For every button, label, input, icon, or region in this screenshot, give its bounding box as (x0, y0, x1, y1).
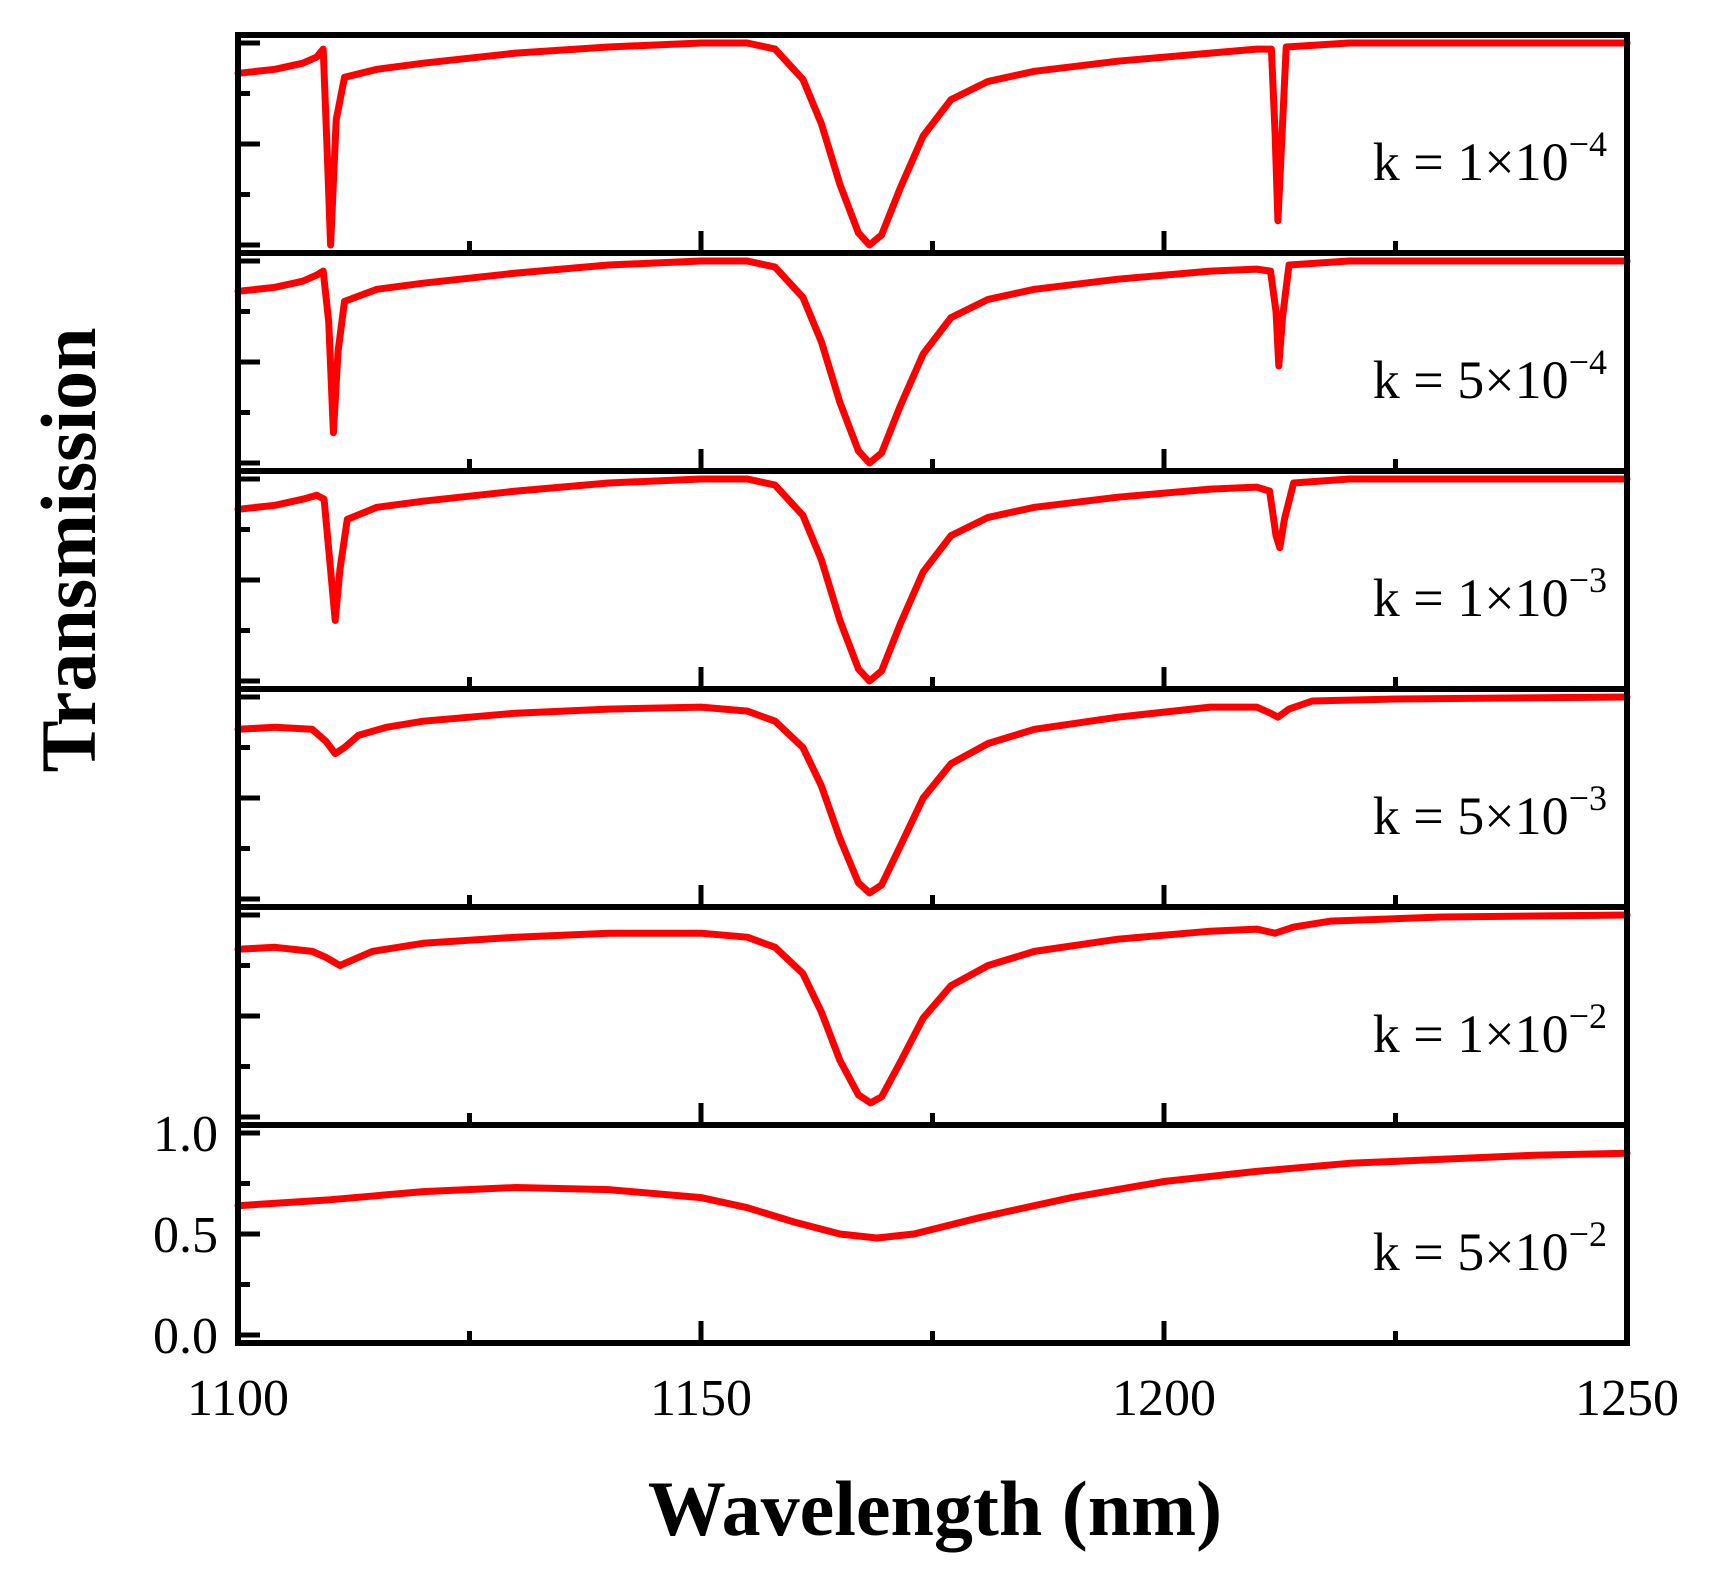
panels-layer: k = 1×10−4k = 5×10−4k = 1×10−3k = 5×10−3… (234, 39, 1631, 1343)
panel-label-3: k = 1×10−3 (1373, 560, 1607, 628)
panel-5: k = 1×10−2 (234, 911, 1631, 1128)
plot-frame (235, 32, 1630, 1346)
y-tick-label-2: 1.0 (153, 1106, 218, 1163)
x-tick-label-1100: 1100 (187, 1370, 289, 1427)
panel-label-6: k = 5×10−2 (1373, 1214, 1607, 1282)
panel-label-base: k = 1×10 (1373, 568, 1569, 628)
series-line-4 (234, 693, 1631, 897)
series-line-3 (234, 475, 1631, 685)
panel-1: k = 1×10−4 (234, 39, 1631, 256)
y-tick-label-1: 0.5 (153, 1207, 218, 1264)
panel-label-exponent: −4 (1569, 124, 1607, 164)
panel-label-1: k = 1×10−4 (1373, 124, 1607, 192)
axis-layer: 1100 1150 1200 1250 0.0 0.5 1.0 (153, 32, 1679, 1427)
panel-4: k = 5×10−3 (234, 693, 1631, 910)
panel-label-exponent: −3 (1569, 778, 1607, 818)
panel-label-exponent: −2 (1569, 996, 1607, 1036)
panel-3: k = 1×10−3 (234, 475, 1631, 692)
x-axis-title: Wavelength (nm) (648, 1465, 1222, 1552)
x-tick-label-1150: 1150 (650, 1370, 752, 1427)
panel-label-4: k = 5×10−3 (1373, 778, 1607, 846)
x-tick-label-1200: 1200 (1112, 1370, 1216, 1427)
panel-label-base: k = 5×10 (1373, 1222, 1569, 1282)
x-tick-label-1250: 1250 (1575, 1370, 1679, 1427)
panel-label-2: k = 5×10−4 (1373, 342, 1607, 410)
y-tick-label-0: 0.0 (153, 1308, 218, 1365)
panel-2: k = 5×10−4 (234, 257, 1631, 474)
series-line-2 (234, 257, 1631, 467)
panel-6: k = 5×10−2 (234, 1130, 1631, 1343)
series-line-1 (234, 39, 1631, 249)
series-line-5 (234, 911, 1631, 1107)
panel-label-base: k = 1×10 (1373, 1004, 1569, 1064)
panel-label-base: k = 5×10 (1373, 350, 1569, 410)
series-line-6 (234, 1149, 1631, 1242)
panel-label-base: k = 5×10 (1373, 786, 1569, 846)
panel-label-5: k = 1×10−2 (1373, 996, 1607, 1064)
panel-label-exponent: −2 (1569, 1214, 1607, 1254)
panel-label-exponent: −4 (1569, 342, 1607, 382)
panel-label-base: k = 1×10 (1373, 132, 1569, 192)
y-axis-title: Transmission (25, 328, 112, 773)
panel-label-exponent: −3 (1569, 560, 1607, 600)
